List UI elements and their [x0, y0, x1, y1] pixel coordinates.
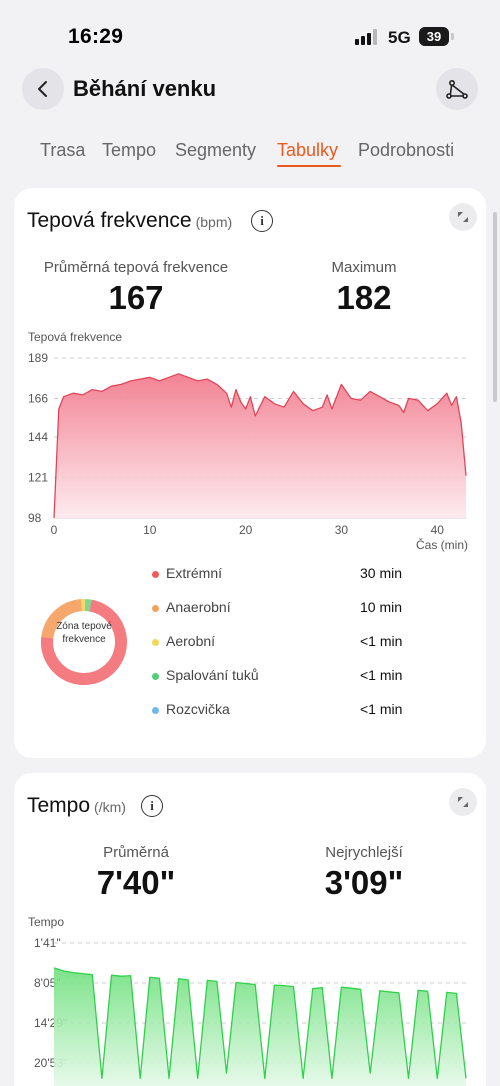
hr-area-series — [54, 373, 466, 518]
route-icon — [446, 79, 468, 99]
max-hr-label: Maximum — [331, 259, 397, 276]
hr-chart-title: Tepová frekvence — [28, 330, 123, 344]
heart-rate-card: Tepová frekvence (bpm) i Průměrná tepová … — [14, 188, 486, 758]
best-pace-label: Nejrychlejší — [325, 844, 403, 861]
zone-dot — [152, 639, 159, 646]
hr-line-series — [53, 373, 467, 519]
y-tick-label: 166 — [28, 391, 48, 405]
zone-row-anaerobic: Anaerobní 10 min — [152, 599, 412, 619]
expand-button[interactable] — [449, 203, 477, 231]
avg-pace-value: 7'40" — [96, 864, 176, 901]
expand-icon — [458, 797, 468, 807]
x-tick-label: 0 — [51, 523, 58, 537]
hr-zone-donut: Zóna tepové frekvence — [40, 598, 128, 686]
y-tick-label: 98 — [28, 511, 42, 525]
pace-title: Tempo (/km) — [27, 794, 126, 818]
donut-segment-anaerobic — [41, 599, 127, 685]
zone-dot — [152, 707, 159, 714]
expand-button[interactable] — [449, 788, 477, 816]
y-tick-label: 8'05" — [34, 976, 61, 990]
heart-rate-chart: 98 121 144 166 189 0 10 20 30 40 — [28, 351, 467, 537]
heart-rate-title-text: Tepová frekvence — [27, 209, 192, 232]
zone-center-label: Zóna tepové frekvence — [56, 621, 112, 645]
zone-time: <1 min — [360, 701, 403, 717]
zone-dot — [152, 571, 159, 578]
x-tick-label: 40 — [431, 523, 445, 537]
tab-tabulky[interactable]: Tabulky — [277, 140, 339, 160]
info-icon[interactable]: i — [251, 210, 273, 232]
zone-row-extreme: Extrémní 30 min — [152, 565, 412, 585]
tab-segmenty[interactable]: Segmenty — [175, 140, 257, 160]
signal-icon — [355, 29, 379, 45]
zone-name: Aerobní — [166, 633, 216, 649]
zone-time: <1 min — [360, 633, 403, 649]
zone-row-warmup: Rozcvička <1 min — [152, 701, 412, 721]
best-pace-value: 3'09" — [324, 864, 404, 901]
max-hr-value: 182 — [336, 279, 392, 316]
zone-dot — [152, 673, 159, 680]
zone-time: 30 min — [360, 565, 403, 581]
battery-cap — [451, 33, 454, 40]
zone-time: 10 min — [360, 599, 403, 615]
zone-time: <1 min — [360, 667, 403, 683]
pace-area-series — [54, 967, 466, 1086]
status-time: 16:29 — [68, 25, 124, 48]
route-button[interactable] — [436, 68, 478, 110]
pace-unit: (/km) — [94, 799, 126, 815]
hr-x-axis-label: Čas (min) — [416, 538, 469, 552]
active-tab-indicator — [277, 165, 341, 167]
tab-trasa[interactable]: Trasa — [40, 140, 86, 160]
avg-hr-value: 167 — [108, 279, 164, 316]
donut-segment-fatburn — [41, 599, 127, 685]
zone-name: Spalování tuků — [166, 667, 259, 683]
heart-rate-title: Tepová frekvence (bpm) — [27, 209, 232, 233]
network-type: 5G — [388, 28, 411, 47]
zone-name: Extrémní — [166, 565, 223, 581]
zone-dot — [152, 605, 159, 612]
pace-line-series — [53, 967, 467, 1079]
x-tick-label: 20 — [239, 523, 253, 537]
zone-row-fatburn: Spalování tuků <1 min — [152, 667, 412, 687]
y-tick-label: 144 — [28, 430, 48, 444]
heart-rate-unit: (bpm) — [195, 214, 233, 230]
x-tick-label: 10 — [143, 523, 157, 537]
battery-icon: 39 — [419, 27, 449, 46]
x-tick-label: 30 — [335, 523, 349, 537]
tab-podrobnosti[interactable]: Podrobnosti — [358, 140, 455, 160]
pace-chart-title: Tempo — [28, 915, 65, 929]
scrollbar[interactable] — [493, 212, 497, 402]
chevron-left-icon — [38, 81, 47, 97]
zone-name: Anaerobní — [166, 599, 231, 615]
zone-name: Rozcvička — [166, 701, 230, 717]
avg-hr-label: Průměrná tepová frekvence — [43, 259, 229, 276]
status-bar: 16:29 5G 39 — [0, 0, 500, 62]
pace-chart: 1'41"8'05"14'29"20'53" — [34, 936, 467, 1086]
pace-title-text: Tempo — [27, 794, 91, 817]
page-title: Běhání venku — [73, 76, 217, 101]
zone-donut-chart — [41, 599, 127, 685]
zone-row-aerobic: Aerobní <1 min — [152, 633, 412, 653]
tab-bar: Trasa Tempo Segmenty Tabulky Podrobnosti — [0, 140, 500, 170]
y-tick-label: 121 — [28, 471, 48, 485]
expand-icon — [458, 212, 468, 222]
tab-tempo[interactable]: Tempo — [102, 140, 157, 160]
info-icon[interactable]: i — [141, 795, 163, 817]
avg-pace-label: Průměrná — [103, 844, 169, 861]
pace-card: Tempo (/km) i Průměrná 7'40" Nejrychlejší… — [14, 773, 486, 1086]
y-tick-label: 189 — [28, 351, 48, 365]
y-tick-label: 1'41" — [34, 936, 61, 950]
back-button[interactable] — [22, 68, 64, 110]
